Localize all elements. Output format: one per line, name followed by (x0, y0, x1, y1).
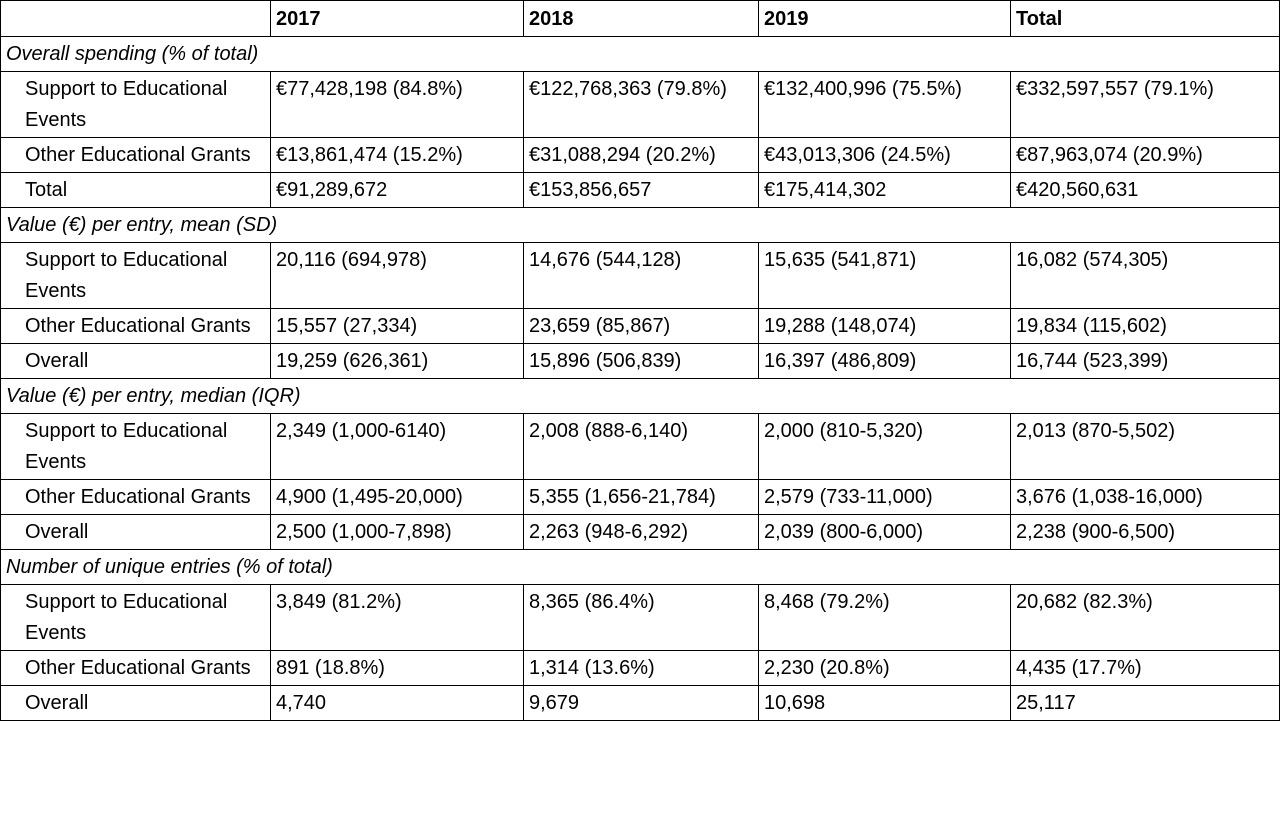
section-row: Number of unique entries (% of total) (0, 549, 1280, 585)
table-cell: €153,856,657 (523, 172, 759, 208)
table-cell: 19,259 (626,361) (270, 343, 524, 379)
table-cell: 23,659 (85,867) (523, 308, 759, 344)
table-row: Support to Educational Events 2,349 (1,00… (0, 413, 1280, 480)
table-cell: 10,698 (758, 685, 1011, 721)
table-cell: 4,900 (1,495-20,000) (270, 479, 524, 515)
table-cell: €175,414,302 (758, 172, 1011, 208)
row-label: Support to Educational Events (0, 413, 271, 480)
row-label: Other Educational Grants (0, 137, 271, 173)
table-cell: €91,289,672 (270, 172, 524, 208)
table-cell: 4,740 (270, 685, 524, 721)
table-cell: 8,468 (79.2%) (758, 584, 1011, 651)
row-label: Other Educational Grants (0, 479, 271, 515)
table-cell: 14,676 (544,128) (523, 242, 759, 309)
table-cell: 2,039 (800-6,000) (758, 514, 1011, 550)
table-header: 2017 2018 2019 Total (0, 0, 1280, 37)
table-row: Total €91,289,672 €153,856,657 €175,414,302… (0, 172, 1280, 208)
table-cell: 15,557 (27,334) (270, 308, 524, 344)
table-cell: 20,116 (694,978) (270, 242, 524, 309)
table-cell: 19,288 (148,074) (758, 308, 1011, 344)
row-label: Support to Educational Events (0, 584, 271, 651)
table-cell: 2,579 (733-11,000) (758, 479, 1011, 515)
table-cell: 3,849 (81.2%) (270, 584, 524, 651)
table-cell: 15,896 (506,839) (523, 343, 759, 379)
section-row: Value (€) per entry, median (IQR) (0, 378, 1280, 414)
table-cell: 25,117 (1010, 685, 1280, 721)
header-cell-empty (0, 0, 271, 37)
table-cell: €332,597,557 (79.1%) (1010, 71, 1280, 138)
table-row: Support to Educational Events €77,428,198… (0, 71, 1280, 138)
table-cell: 3,676 (1,038-16,000) (1010, 479, 1280, 515)
table-cell: 2,349 (1,000-6140) (270, 413, 524, 480)
table-cell: 8,365 (86.4%) (523, 584, 759, 651)
row-label: Support to Educational Events (0, 242, 271, 309)
table-cell: €43,013,306 (24.5%) (758, 137, 1011, 173)
table-row: Other Educational Grants 4,900 (1,495-20,… (0, 479, 1280, 515)
table-cell: 2,013 (870-5,502) (1010, 413, 1280, 480)
section-row: Overall spending (% of total) (0, 36, 1280, 72)
table-cell: 20,682 (82.3%) (1010, 584, 1280, 651)
table-row: Other Educational Grants 891 (18.8%) 1,314… (0, 650, 1280, 686)
table-cell: 2,263 (948-6,292) (523, 514, 759, 550)
row-label: Overall (0, 685, 271, 721)
table-row: Support to Educational Events 3,849 (81.2… (0, 584, 1280, 651)
header-cell-2018: 2018 (523, 0, 759, 37)
table-cell: 2,500 (1,000-7,898) (270, 514, 524, 550)
table-row: Overall 19,259 (626,361) 15,896 (506,839) 1… (0, 343, 1280, 379)
table-row: Overall 2,500 (1,000-7,898) 2,263 (948-6,2… (0, 514, 1280, 550)
table-cell: €122,768,363 (79.8%) (523, 71, 759, 138)
section-title: Value (€) per entry, mean (SD) (0, 207, 1280, 243)
table-row: Overall 4,740 9,679 10,698 25,117 (0, 685, 1280, 721)
table-row: Other Educational Grants 15,557 (27,334) 2… (0, 308, 1280, 344)
header-cell-2017: 2017 (270, 0, 524, 37)
table-row: Support to Educational Events 20,116 (694… (0, 242, 1280, 309)
grants-table: 2017 2018 2019 Total Overall spending (%… (0, 0, 1280, 721)
row-label: Other Educational Grants (0, 650, 271, 686)
table-cell: 5,355 (1,656-21,784) (523, 479, 759, 515)
row-label: Other Educational Grants (0, 308, 271, 344)
table-cell: €77,428,198 (84.8%) (270, 71, 524, 138)
header-cell-2019: 2019 (758, 0, 1011, 37)
table-cell: 19,834 (115,602) (1010, 308, 1280, 344)
table-cell: €13,861,474 (15.2%) (270, 137, 524, 173)
row-label: Overall (0, 343, 271, 379)
row-label: Total (0, 172, 271, 208)
table-cell: 16,744 (523,399) (1010, 343, 1280, 379)
table-cell: €87,963,074 (20.9%) (1010, 137, 1280, 173)
section-title: Number of unique entries (% of total) (0, 549, 1280, 585)
table-cell: 1,314 (13.6%) (523, 650, 759, 686)
row-label: Support to Educational Events (0, 71, 271, 138)
table-cell: €420,560,631 (1010, 172, 1280, 208)
section-row: Value (€) per entry, mean (SD) (0, 207, 1280, 243)
table-cell: 4,435 (17.7%) (1010, 650, 1280, 686)
table-cell: 16,397 (486,809) (758, 343, 1011, 379)
table-cell: 2,238 (900-6,500) (1010, 514, 1280, 550)
section-title: Overall spending (% of total) (0, 36, 1280, 72)
table-row: Other Educational Grants €13,861,474 (15.… (0, 137, 1280, 173)
header-row: 2017 2018 2019 Total (0, 0, 1280, 37)
table-cell: 2,230 (20.8%) (758, 650, 1011, 686)
table-cell: 2,000 (810-5,320) (758, 413, 1011, 480)
table-cell: 16,082 (574,305) (1010, 242, 1280, 309)
table-cell: €31,088,294 (20.2%) (523, 137, 759, 173)
table-cell: 9,679 (523, 685, 759, 721)
table-cell: 15,635 (541,871) (758, 242, 1011, 309)
table-cell: 891 (18.8%) (270, 650, 524, 686)
header-cell-total: Total (1010, 0, 1280, 37)
table-cell: €132,400,996 (75.5%) (758, 71, 1011, 138)
table-cell: 2,008 (888-6,140) (523, 413, 759, 480)
table-body: Overall spending (% of total) Support to … (0, 36, 1280, 721)
section-title: Value (€) per entry, median (IQR) (0, 378, 1280, 414)
row-label: Overall (0, 514, 271, 550)
